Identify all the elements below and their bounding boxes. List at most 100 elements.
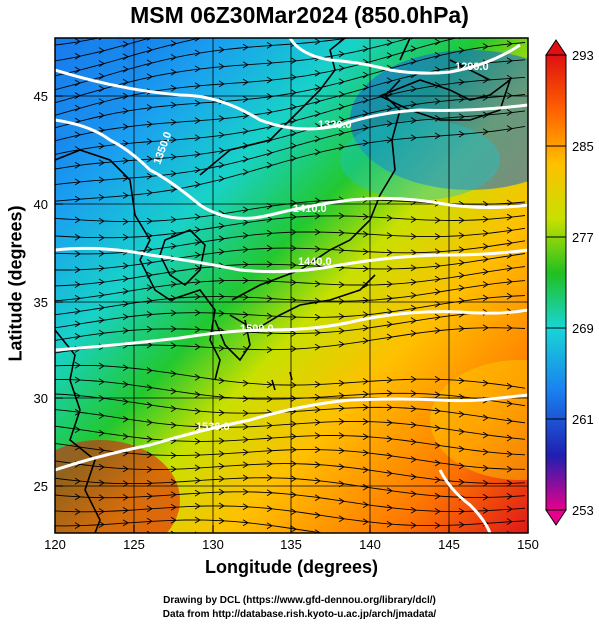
streamline-arrow: [98, 304, 105, 311]
streamline-arrow: [482, 268, 489, 276]
streamline-arrow: [482, 255, 489, 263]
streamline-arrow: [218, 235, 225, 243]
streamline-arrow: [434, 115, 441, 122]
streamline-arrow: [386, 435, 393, 443]
streamline-arrow: [218, 277, 225, 285]
streamline-arrow: [98, 126, 105, 134]
streamline-arrow: [170, 118, 177, 126]
streamline-arrow: [243, 0, 248, 2]
streamline-arrow: [146, 138, 153, 145]
streamline-arrow: [482, 243, 489, 250]
streamline-arrow: [218, 517, 225, 525]
streamline-arrow: [482, 128, 489, 136]
streamline-arrow: [434, 300, 441, 308]
streamline-arrow: [74, 376, 81, 384]
streamline-arrow: [98, 159, 105, 167]
streamline-arrow: [170, 342, 177, 349]
streamline-arrow: [410, 134, 417, 142]
streamline-arrow: [338, 379, 345, 387]
streamline: [55, 519, 326, 533]
streamline-arrow: [170, 370, 177, 378]
streamline-arrow: [506, 264, 513, 272]
streamline-arrow: [194, 65, 201, 73]
streamline: [55, 477, 526, 498]
streamline-arrow: [482, 479, 489, 487]
streamline-arrow: [339, 19, 344, 25]
streamline-arrow: [434, 376, 441, 383]
streamline-arrow: [338, 103, 345, 111]
streamline-arrow: [194, 166, 201, 174]
streamline-arrow: [122, 313, 129, 321]
streamline-arrow: [194, 134, 201, 142]
streamline-arrow: [458, 462, 465, 470]
streamline-arrow: [98, 291, 105, 299]
streamline-arrow: [362, 230, 369, 238]
streamline-arrow: [218, 63, 225, 70]
streamline-arrow: [266, 505, 273, 513]
streamline-arrow: [122, 494, 129, 501]
streamline-arrow: [98, 176, 105, 184]
streamline-arrow: [338, 515, 345, 523]
streamline-arrow: [74, 361, 81, 369]
streamline-arrow: [314, 228, 321, 236]
streamline-arrow: [435, 1, 440, 7]
streamline-arrow: [170, 136, 177, 144]
streamline-arrow: [434, 262, 441, 270]
streamline-arrow: [194, 423, 201, 431]
streamline-arrow: [362, 390, 369, 398]
streamline-arrow: [218, 344, 225, 352]
streamline-arrow: [266, 161, 273, 169]
streamline-arrow: [242, 168, 249, 176]
streamline: [55, 76, 526, 155]
streamline-arrow: [266, 229, 273, 237]
streamline-arrow: [314, 148, 321, 156]
streamline-arrow: [362, 324, 369, 332]
streamline-arrow: [410, 317, 417, 324]
streamline-arrow: [242, 155, 249, 163]
streamline-arrow: [290, 433, 297, 440]
streamline-arrow: [506, 199, 513, 207]
streamline-arrow: [386, 452, 393, 460]
streamline-arrow: [386, 389, 393, 397]
x-tick-label: 130: [202, 537, 224, 552]
streamline-arrow: [506, 213, 513, 221]
streamline-arrow: [386, 295, 393, 302]
streamline-arrow: [506, 465, 513, 473]
streamline-arrow: [122, 364, 129, 372]
streamline-arrow: [146, 401, 153, 409]
streamline-arrow: [98, 412, 105, 419]
streamline-arrow: [122, 92, 129, 100]
streamline-arrow: [410, 100, 417, 108]
streamline-arrow: [290, 57, 297, 65]
streamline-arrow: [314, 494, 321, 502]
streamline-arrow: [506, 109, 513, 116]
streamline-arrow: [194, 464, 201, 472]
streamline: [55, 327, 526, 354]
streamline-arrow: [170, 170, 177, 177]
streamline-arrow: [314, 446, 321, 454]
streamline-arrow: [290, 155, 297, 162]
streamline-arrow: [506, 92, 513, 99]
streamline-arrow: [74, 66, 81, 74]
streamline-arrow: [290, 491, 297, 499]
streamline-arrow: [434, 216, 441, 224]
streamline-arrow: [362, 378, 369, 385]
streamline: [55, 38, 351, 91]
streamline-arrow: [243, 27, 248, 33]
streamline-arrow: [410, 85, 417, 93]
streamline-arrow: [242, 219, 249, 226]
streamline-arrow: [386, 404, 393, 411]
streamline-arrow: [98, 194, 105, 201]
streamline-arrow: [483, 0, 488, 6]
streamline-arrow: [290, 313, 297, 321]
streamline-arrow: [219, 2, 224, 8]
streamline-arrow: [458, 445, 465, 453]
streamline-arrow: [218, 475, 225, 483]
streamline-arrow: [146, 492, 153, 500]
streamline-arrow: [242, 78, 249, 86]
streamline-arrow: [458, 246, 465, 253]
streamline-arrow: [507, 24, 512, 30]
streamline-arrow: [98, 85, 105, 93]
streamline-arrow: [147, 22, 152, 28]
